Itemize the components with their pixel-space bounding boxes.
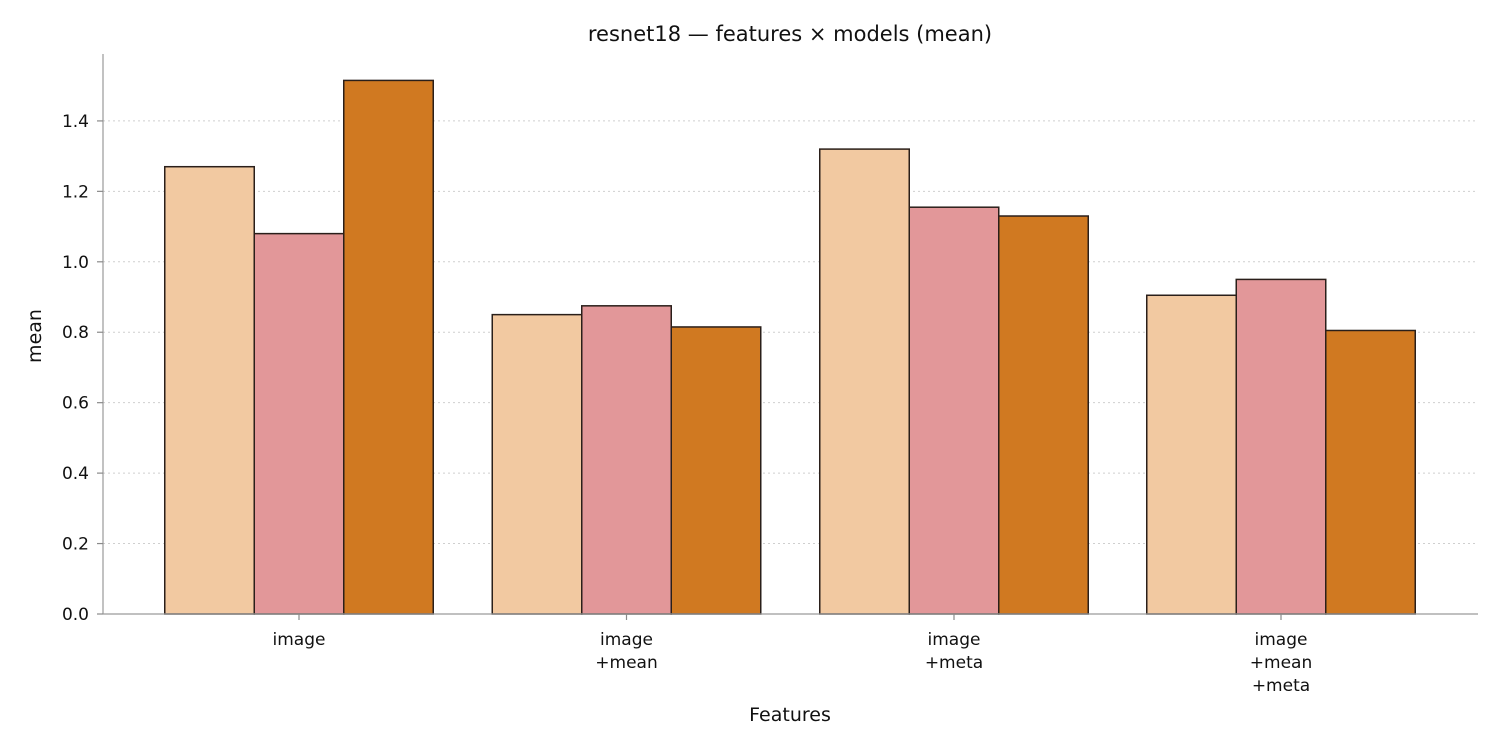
x-axis-label: Features: [749, 704, 831, 726]
x-tick-label: image: [1255, 630, 1308, 650]
bar: [1146, 294, 1237, 615]
bar: [343, 79, 434, 615]
bars: [164, 79, 1416, 615]
x-tick-label: +meta: [1252, 676, 1310, 696]
x-ticks: image image +mean image +meta image +mean +meta: [273, 614, 1312, 696]
y-tick-label: 0.8: [62, 323, 89, 343]
x-tick-label: image: [928, 630, 981, 650]
x-tick-label: image: [273, 630, 326, 650]
chart-title: resnet18 — features × models (mean): [588, 22, 992, 46]
bar: [491, 313, 583, 615]
x-tick-label: image: [600, 630, 653, 650]
y-tick-label: 1.2: [62, 182, 89, 202]
y-tick-label: 0.2: [62, 535, 89, 555]
y-tick-label: 0.6: [62, 394, 89, 414]
bar: [908, 206, 1000, 615]
y-tick-label: 0.4: [62, 464, 89, 484]
y-tick-label: 1.4: [62, 112, 89, 132]
bar: [670, 326, 762, 615]
bar: [998, 215, 1089, 615]
y-ticks: 0.0 0.2 0.4 0.6 0.8 1.0 1.2 1.4: [62, 112, 103, 625]
y-axis-label: mean: [24, 309, 46, 363]
x-tick-label: +mean: [595, 653, 657, 673]
x-tick-label: +meta: [925, 653, 983, 673]
bar: [253, 232, 345, 615]
y-tick-label: 0.0: [62, 605, 89, 625]
bar: [1235, 278, 1327, 615]
bar: [164, 165, 255, 615]
bar: [1325, 329, 1416, 615]
y-tick-label: 1.0: [62, 253, 89, 273]
bar: [581, 305, 672, 615]
bar: [819, 148, 910, 615]
x-tick-label: +mean: [1250, 653, 1312, 673]
